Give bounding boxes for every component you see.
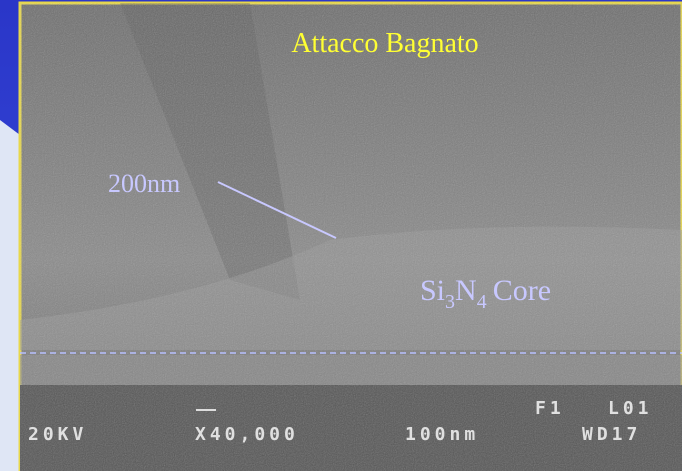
title: Attacco Bagnato <box>291 28 478 59</box>
core-label-part: Core <box>493 274 551 307</box>
core-label-sub: 3 <box>445 291 455 313</box>
thickness-label: 200nm <box>108 169 180 198</box>
voltage: 20KV <box>28 424 87 445</box>
magnification: X40,000 <box>195 424 299 445</box>
frame: F1 <box>535 398 565 419</box>
working-distance: WD17 <box>582 424 641 445</box>
scale: 100nm <box>405 424 479 445</box>
core-label-part: Si <box>420 274 445 307</box>
slide: Attacco Bagnato 200nm Si3N4 Core 20KV X40… <box>0 0 682 471</box>
core-label-part: N <box>455 274 477 307</box>
line: L01 <box>608 398 653 419</box>
noise <box>20 3 682 471</box>
page: Attacco Bagnato 200nm Si3N4 Core 20KV X40… <box>0 0 682 471</box>
core-label-sub: 4 <box>477 291 487 313</box>
